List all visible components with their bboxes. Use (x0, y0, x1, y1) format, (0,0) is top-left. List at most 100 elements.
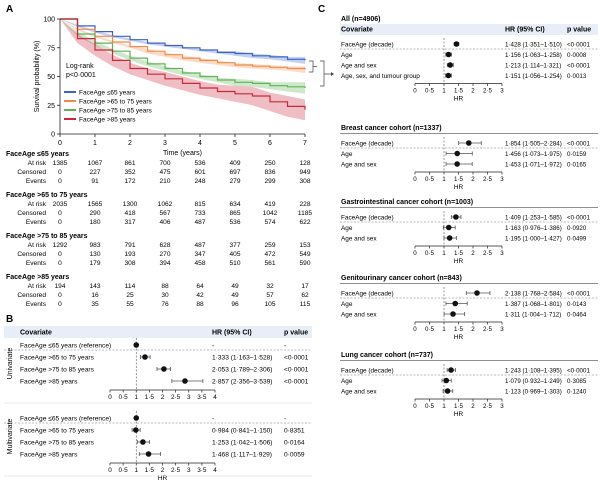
forest-c-hr-text: 1·195 (1·000–1·427) (505, 236, 562, 243)
risk-cell: 42 (196, 292, 204, 299)
forest-b-pvalue: 0·0164 (284, 440, 305, 447)
forest-b-x-tick-label: 0 (108, 467, 112, 474)
km-bracket-outer (320, 60, 325, 87)
km-ci-band-3 (60, 19, 305, 121)
forest-b-x-tick-label: 2 (161, 394, 165, 401)
forest-c-x-tick-label: 1 (442, 88, 446, 95)
forest-c-covariate: Age (341, 151, 353, 158)
forest-c-pvalue: 0·0008 (567, 52, 587, 59)
risk-row-label: Censored (17, 169, 46, 176)
risk-cell: 32 (266, 283, 274, 290)
numbers-at-risk-table: FaceAge ≤65 years At risk 1385 1067 861 700 53… (6, 151, 312, 308)
forest-c-cohort-title-0: All (n=4906) (341, 16, 381, 23)
risk-cell: 1042 (263, 210, 278, 217)
forest-b-covariate: FaceAge >75 to 85 years (20, 367, 95, 374)
forest-c-x-tick-label: 0 (413, 326, 417, 333)
forest-c-x-tick-label: 1·5 (454, 88, 464, 95)
risk-cell: 418 (124, 210, 135, 217)
forest-c-x-tick-label: 1·5 (454, 250, 464, 257)
risk-cell: 601 (194, 169, 205, 176)
forest-b-x-tick-label: 2 (161, 467, 165, 474)
forest-b-covariate: FaceAge >85 years (20, 452, 78, 459)
km-legend-label-1: FaceAge >65 to 75 years (79, 99, 153, 106)
forest-b-x-tick-label: 2·5 (171, 394, 181, 401)
forest-plot-cohorts: All (n=4906) Covariate HR (95% CI) p value F… (340, 16, 598, 418)
forest-c-x-tick-label: 2·5 (483, 176, 493, 183)
risk-cell: 96 (231, 301, 239, 308)
forest-c-x-tick-label: 1 (442, 250, 446, 257)
km-x-tick-label: 4 (198, 140, 202, 147)
risk-cell: 949 (299, 169, 310, 176)
forest-c-covariate: Age and sex (341, 162, 377, 169)
forest-c-x-tick-label: 0 (413, 176, 417, 183)
forest-b-section-label: Univariate (7, 348, 14, 380)
forest-c-covariate: FaceAge (decade) (341, 215, 394, 222)
panel-c-label: C (318, 4, 325, 15)
forest-c-covariate: Age and sex (341, 389, 377, 396)
forest-b-hr-text: 0·984 (0·841–1·150) (212, 428, 272, 435)
risk-cell: 733 (194, 210, 205, 217)
risk-cell: 228 (299, 201, 310, 208)
forest-point-reference (133, 342, 140, 348)
km-bracket-inner (309, 60, 314, 73)
risk-group-title-3: FaceAge >85 years (6, 274, 69, 281)
forest-b-x-tick-label: 2·5 (171, 467, 181, 474)
risk-cell: 1185 (298, 210, 313, 217)
risk-cell: 574 (264, 219, 275, 226)
forest-c-x-tick-label: 2 (471, 88, 475, 95)
forest-c-col-hr: HR (95% CI) (505, 27, 545, 34)
risk-row-label: Events (26, 260, 47, 267)
km-bracket-arrowhead (331, 72, 334, 76)
risk-cell: 409 (229, 160, 240, 167)
forest-c-pvalue: 0·0920 (567, 225, 587, 232)
risk-cell: 227 (89, 169, 100, 176)
forest-c-x-tick-label: 0·5 (425, 250, 435, 257)
risk-cell: 299 (264, 178, 275, 185)
forest-c-cohort-title-3: Genitourinary cancer cohort (n=843) (341, 275, 462, 282)
forest-point (447, 62, 453, 68)
forest-c-pvalue: <0·0001 (567, 368, 590, 375)
forest-c-pvalue: <0·0001 (567, 42, 590, 49)
forest-b-pvalue: 0·0059 (284, 452, 305, 459)
panel-b-label: B (6, 314, 13, 325)
risk-cell: 279 (229, 178, 240, 185)
forest-c-covariate: Age (341, 378, 353, 385)
forest-c-covariate: Age and sex (341, 236, 377, 243)
forest-c-hr-text: 1·123 (0·969–1·303) (505, 389, 562, 396)
km-y-tick-label: 50 (47, 74, 55, 81)
risk-cell: 983 (89, 242, 100, 249)
risk-cell: 377 (229, 242, 240, 249)
risk-cell: 622 (299, 219, 310, 226)
risk-cell: 16 (91, 292, 99, 299)
km-x-tick-label: 0 (58, 140, 62, 147)
forest-b-col-hr: HR (95% CI) (212, 330, 252, 337)
forest-c-pvalue: 0·0159 (567, 151, 587, 158)
risk-cell: 561 (264, 260, 275, 267)
risk-cell: 472 (264, 251, 275, 258)
km-line-3 (60, 18, 306, 110)
forest-b-x-tick-label: 0·5 (119, 394, 129, 401)
forest-c-covariate: Age (341, 225, 353, 232)
forest-b-x-tick-label: 0 (108, 394, 112, 401)
forest-plot-faceage-groups: Covariate HR (95% CI) p value Univariate Fac… (4, 326, 312, 482)
risk-cell: 88 (196, 301, 204, 308)
km-ci-band-2 (60, 19, 305, 94)
forest-c-x-tick-label: 1 (442, 176, 446, 183)
forest-point (142, 354, 148, 360)
forest-c-x-tick-label: 0 (413, 88, 417, 95)
km-x-tick-label: 6 (268, 140, 272, 147)
forest-c-x-tick-label: 3 (500, 176, 504, 183)
risk-cell: 194 (54, 283, 65, 290)
forest-c-x-tick-label: 0·5 (425, 176, 435, 183)
risk-cell: 172 (124, 178, 135, 185)
risk-cell: 628 (159, 242, 170, 249)
risk-cell: 590 (299, 260, 310, 267)
forest-b-x-tick-label: 3·5 (197, 394, 207, 401)
risk-cell: 1385 (53, 160, 68, 167)
forest-c-covariate: Age and sex (341, 312, 377, 319)
forest-point (133, 427, 139, 433)
risk-cell: 352 (124, 169, 135, 176)
forest-point (453, 41, 460, 47)
forest-b-col-covariate: Covariate (20, 330, 52, 337)
forest-c-covariate: Age (341, 301, 353, 308)
